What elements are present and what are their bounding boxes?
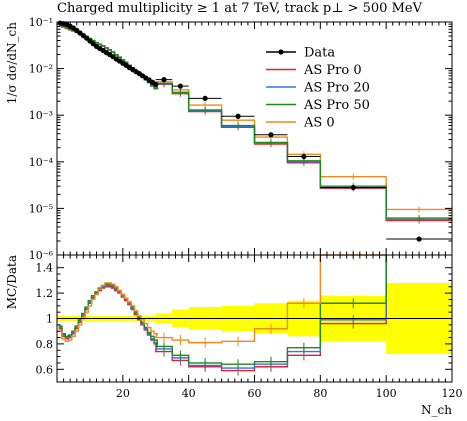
legend-label: AS Pro 0 [303,63,362,78]
x-tick-label: 60 [248,387,262,400]
data-point [153,81,159,87]
ratio-y-tick-label: 0.8 [36,338,54,351]
x-tick-label: 20 [116,387,130,400]
x-tick-label: 40 [182,387,196,400]
y-tick-label: 10⁻⁵ [29,202,53,215]
data-point [177,83,184,89]
x-tick-label: 120 [442,387,463,400]
y-axis-label: 1/σ dσ/dN_ch [5,22,19,105]
legend-label: Data [304,46,335,61]
y-tick-label: 10⁻¹ [29,16,53,29]
x-tick-label: 80 [313,387,327,400]
ratio-y-tick-label: 1.2 [36,287,54,300]
y-tick-label: 10⁻³ [29,109,53,122]
x-tick-label: 100 [376,387,397,400]
data-point [301,153,307,160]
data-point [416,236,422,242]
legend-label: AS Pro 20 [303,81,370,96]
series-line-as-0 [58,24,452,211]
data-point [235,113,241,119]
chart-title: Charged multiplicity ≥ 1 at 7 TeV, track… [57,1,422,16]
legend-label: AS 0 [303,116,335,131]
legend-label: AS Pro 50 [303,98,370,113]
ratio-y-tick-label: 1.4 [36,262,54,275]
data-point [350,184,356,191]
y-tick-label: 10⁻² [29,63,53,76]
data-point [161,77,167,83]
x-axis-label: N_ch [421,403,452,417]
y-tick-label: 10⁻⁶ [29,249,54,262]
ratio-y-tick-label: 0.6 [36,363,54,376]
data-point [268,132,274,138]
y-tick-label: 10⁻⁴ [29,156,54,169]
data-point [202,95,208,101]
ratio-y-axis-label: MC/Data [5,255,19,309]
ratio-line-as-0 [58,254,387,344]
series-line-as-pro-50 [58,23,452,219]
legend-marker [278,49,284,55]
series-line-as-pro-20 [58,23,452,221]
ratio-y-tick-label: 1 [46,313,53,326]
